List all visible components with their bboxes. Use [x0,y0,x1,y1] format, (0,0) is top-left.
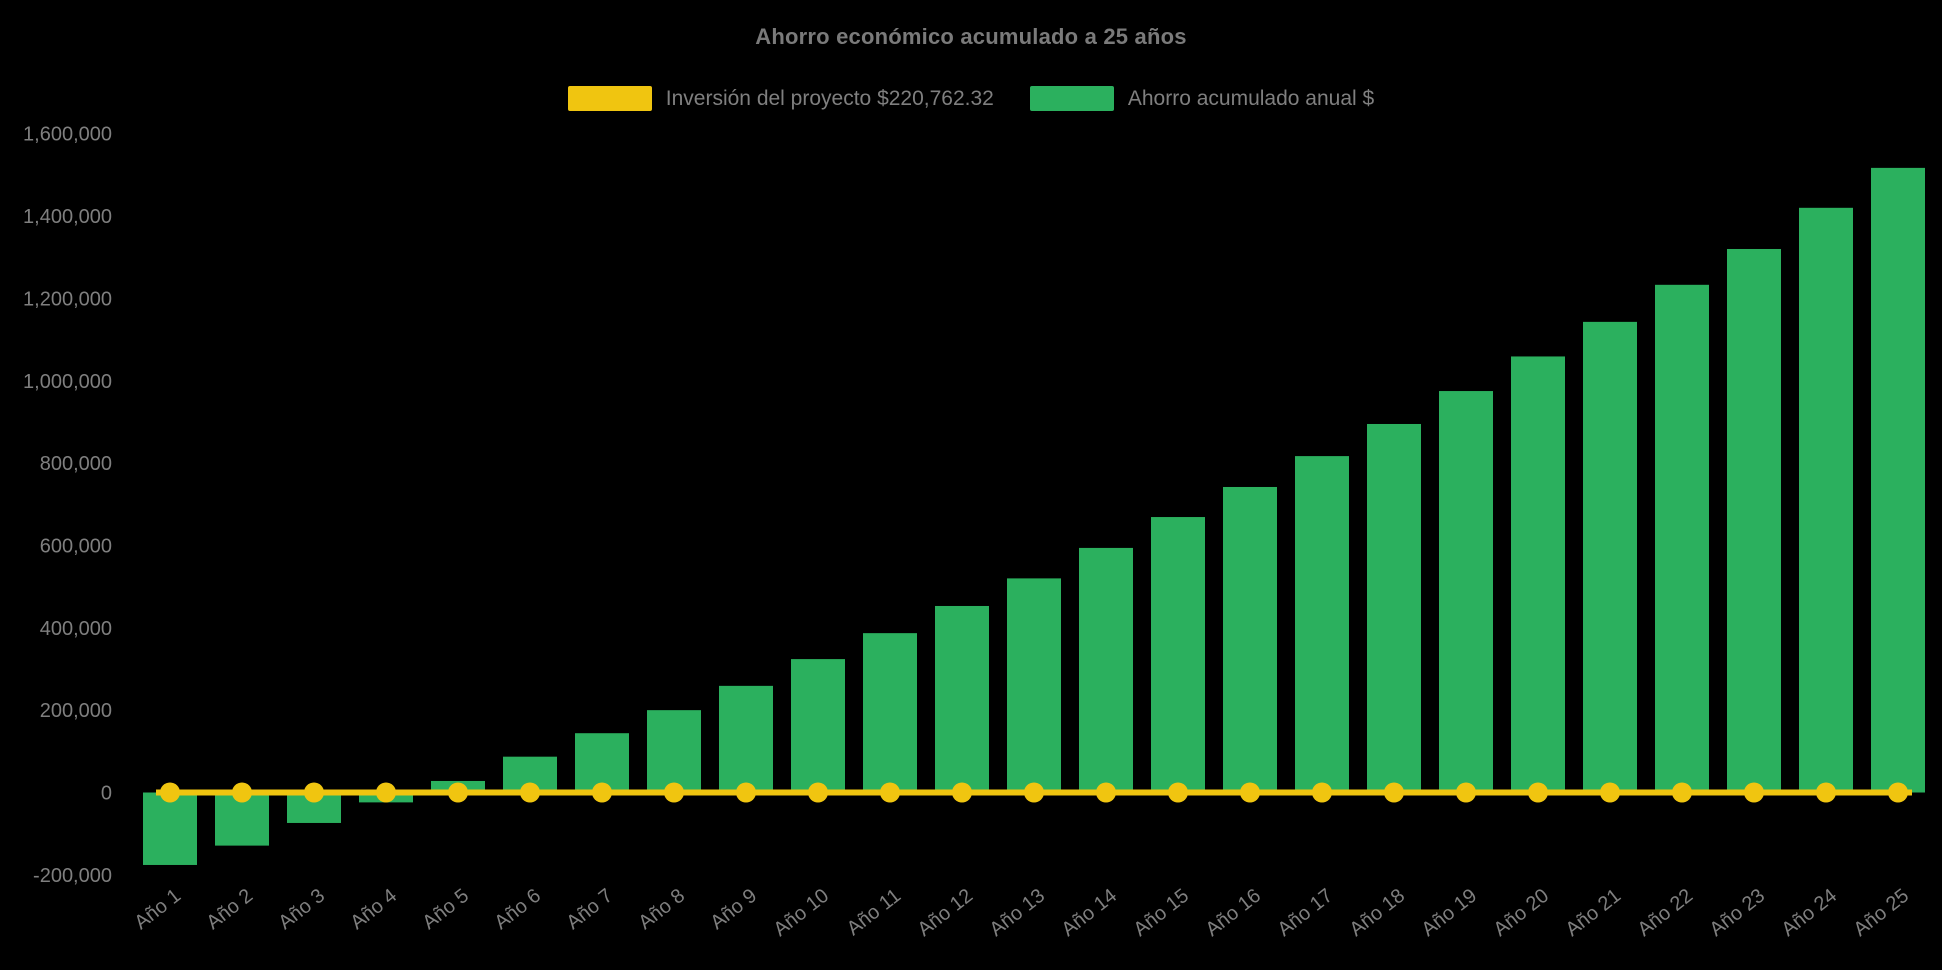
bar-año-18 [1367,423,1421,793]
investment-line-marker-icon [1600,782,1620,803]
x-tick-label: Año 8 [634,885,689,935]
y-tick-label: 1,000,000 [23,371,112,393]
y-tick-label: 1,600,000 [23,124,112,146]
x-tick-label: Año 5 [418,885,473,935]
bar-año-15 [1151,517,1205,793]
x-tick-label: Año 12 [914,885,977,941]
x-tick-label: Año 4 [346,885,401,935]
x-tick-label: Año 23 [1706,885,1769,941]
x-tick-label: Año 17 [1274,885,1337,941]
x-tick-label: Año 18 [1346,885,1409,941]
x-tick-label: Año 2 [202,885,257,935]
investment-line-marker-icon [664,782,684,803]
bar-año-10 [791,659,845,793]
x-tick-label: Año 21 [1562,885,1625,941]
x-tick-label: Año 6 [490,885,545,935]
x-tick-label: Año 11 [843,885,905,940]
x-tick-label: Año 1 [130,885,185,935]
y-tick-label: 1,200,000 [23,288,112,310]
y-tick-label: -200,000 [33,865,112,887]
bar-año-14 [1079,547,1133,793]
investment-line-marker-icon [1888,782,1908,803]
bar-año-9 [719,685,773,793]
investment-line-marker-icon [1744,782,1764,803]
bar-año-24 [1799,207,1853,793]
y-tick-label: 800,000 [40,453,112,475]
x-tick-label: Año 3 [274,885,329,935]
investment-line-marker-icon [592,782,612,803]
legend-label-savings: Ahorro acumulado anual $ [1127,86,1375,110]
investment-line-marker-icon [1384,782,1404,803]
investment-line-marker-icon [304,782,324,803]
x-tick-label: Año 16 [1202,885,1265,941]
bar-año-25 [1871,167,1925,793]
bar-año-13 [1007,578,1061,793]
investment-line-marker-icon [1672,782,1692,803]
x-tick-label: Año 22 [1634,885,1697,941]
bar-año-8 [647,710,701,793]
bar-año-16 [1223,486,1277,793]
investment-line-marker-icon [1096,782,1116,803]
legend-swatch-savings-icon [1029,86,1114,111]
y-tick-label: 400,000 [40,618,112,640]
y-tick-label: 1,400,000 [23,206,112,228]
chart-title: Ahorro económico acumulado a 25 años [755,24,1187,49]
x-tick-label: Año 25 [1850,885,1913,941]
bar-año-11 [863,633,917,793]
investment-line-marker-icon [1456,782,1476,803]
legend-item-investment[interactable]: Inversión del proyecto $220,762.32 [567,86,994,111]
x-tick-label: Año 14 [1058,885,1121,941]
y-tick-label: 200,000 [40,700,112,722]
investment-line-marker-icon [880,782,900,803]
investment-line-marker-icon [1240,782,1260,803]
chart-legend: Inversión del proyecto $220,762.32 Ahorr… [0,86,1942,111]
x-tick-label: Año 9 [706,885,761,935]
bar-año-20 [1511,356,1565,793]
bar-año-17 [1295,456,1349,793]
bar-año-22 [1655,284,1709,793]
investment-line-marker-icon [232,782,252,803]
x-tick-label: Año 7 [562,885,617,935]
y-tick-label: 0 [101,783,112,805]
bar-año-23 [1727,248,1781,793]
legend-swatch-investment-icon [567,86,652,111]
investment-line-marker-icon [736,782,756,803]
investment-line-marker-icon [1528,782,1548,803]
bar-año-12 [935,605,989,793]
legend-item-savings[interactable]: Ahorro acumulado anual $ [1029,86,1375,111]
legend-label-investment: Inversión del proyecto $220,762.32 [665,86,994,110]
y-tick-label: 600,000 [40,535,112,557]
investment-line-marker-icon [1024,782,1044,803]
x-tick-label: Año 19 [1418,885,1481,941]
x-tick-label: Año 24 [1778,885,1841,941]
investment-line-marker-icon [376,782,396,803]
investment-line-marker-icon [952,782,972,803]
x-tick-label: Año 15 [1130,885,1193,941]
bar-año-1 [143,792,197,865]
investment-line-marker-icon [1168,782,1188,803]
bar-año-19 [1439,391,1493,793]
x-tick-label: Año 10 [770,885,833,941]
investment-line-marker-icon [448,782,468,803]
investment-line-marker-icon [520,782,540,803]
x-tick-label: Año 13 [986,885,1049,941]
investment-line-marker-icon [1312,782,1332,803]
investment-line-marker-icon [160,782,180,803]
investment-line-marker-icon [1816,782,1836,803]
bar-año-21 [1583,321,1637,793]
x-tick-label: Año 20 [1490,885,1553,941]
investment-line-marker-icon [808,782,828,803]
